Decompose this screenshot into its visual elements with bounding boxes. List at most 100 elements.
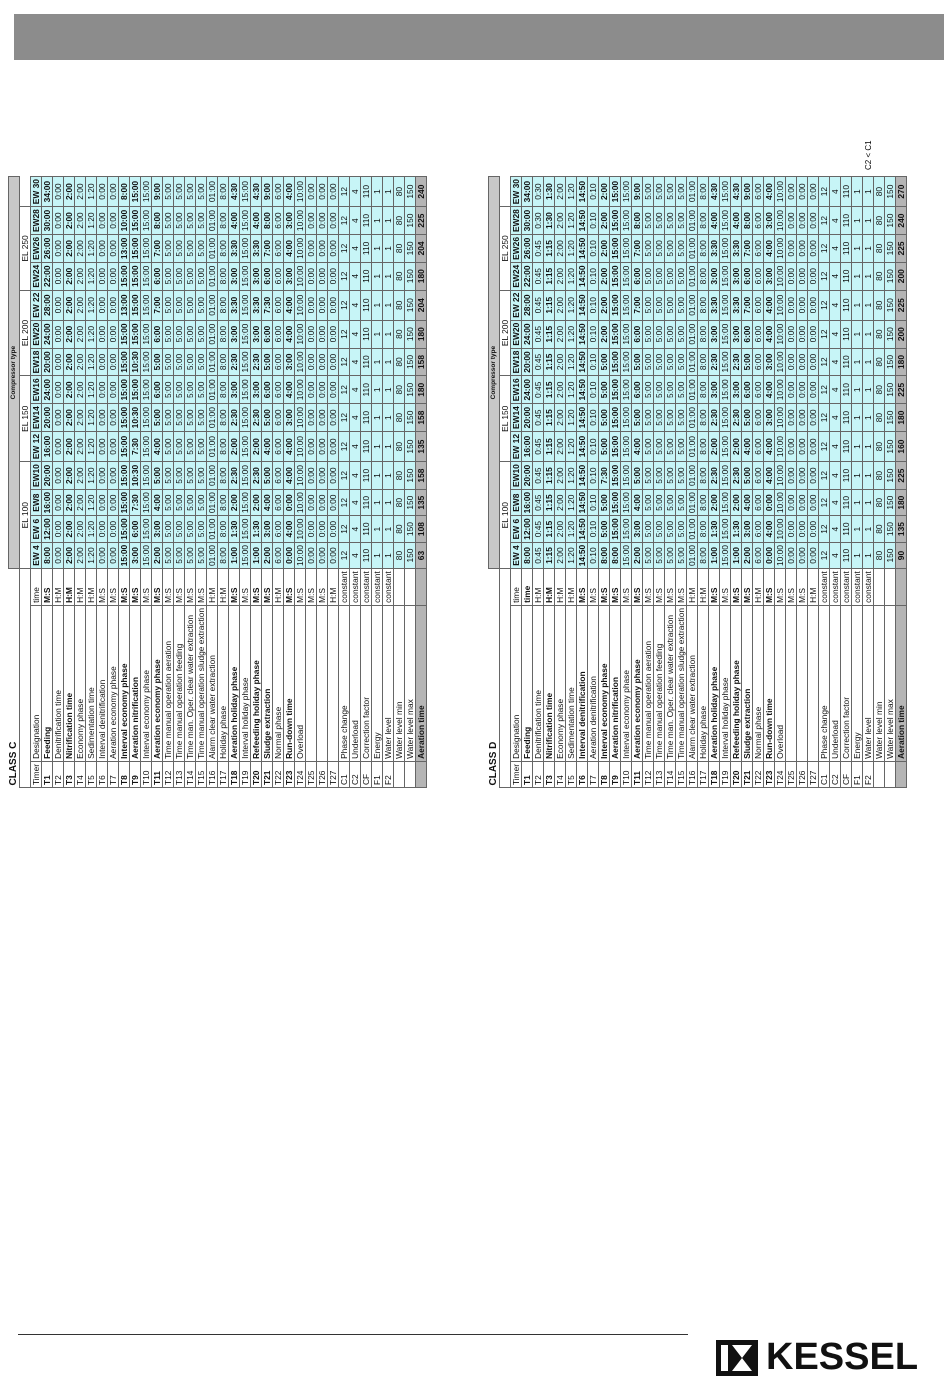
value-cell: 3:00 — [283, 262, 295, 291]
value-cell: 26:00 — [41, 234, 53, 263]
unit-cell: M:S — [250, 568, 262, 606]
value-cell: 28:00 — [521, 290, 533, 321]
value-cell: 6:00 — [752, 234, 764, 263]
value-cell: 1 — [851, 262, 863, 291]
value-cell: 1:00 — [708, 542, 720, 569]
value-cell: 5:00 — [184, 403, 196, 432]
value-cell: 0:00 — [807, 489, 819, 516]
value-cell: 2:30 — [730, 461, 742, 490]
value-cell: 2:00 — [554, 375, 566, 404]
designation-header: Designation — [30, 605, 42, 762]
value-cell: 5:00 — [653, 176, 665, 207]
value-cell: 110 — [360, 320, 372, 349]
table-row: F1 Energy constant 1 1 1 1 1 1 1 1 1 1 1 1 1 1 — [371, 176, 383, 788]
group-header: EL 250 — [499, 206, 511, 291]
designation-cell: Run-down time — [763, 605, 775, 762]
value-cell: 1:20 — [565, 489, 577, 516]
value-cell: 110 — [840, 262, 852, 291]
table-row: Water level max 150 150 150 150 150 150 150 150 1… — [884, 176, 896, 788]
value-cell: 1:00 — [250, 542, 262, 569]
value-cell: 15:00 — [609, 262, 621, 291]
value-cell: 5:00 — [173, 542, 185, 569]
value-cell: 01:00 — [206, 320, 218, 349]
value-cell: 0:00 — [305, 431, 317, 462]
value-cell: 12 — [818, 515, 830, 543]
table-row: T10 Interval economy phase M:S 15:00 15:00 15… — [620, 176, 632, 788]
value-cell: 1 — [862, 320, 874, 349]
value-cell: 0:00 — [52, 262, 64, 291]
value-cell: 6:00 — [272, 290, 284, 321]
value-cell: 80 — [393, 375, 405, 404]
value-cell: 8:00 — [697, 262, 709, 291]
value-cell: 0:10 — [587, 403, 599, 432]
value-cell: 34:00 — [521, 176, 533, 207]
value-cell: 0:00 — [807, 176, 819, 207]
value-cell: 2:00 — [63, 262, 75, 291]
value-cell: 4 — [349, 515, 361, 543]
value-cell: 0:30 — [532, 176, 544, 207]
designation-cell: Denitrification time — [532, 605, 544, 762]
value-cell: 1:20 — [565, 431, 577, 462]
value-cell: 0:00 — [305, 542, 317, 569]
value-cell: 10:00 — [774, 290, 786, 321]
designation-cell: Refeeding holiday phase — [250, 605, 262, 762]
timer-cell: T14 — [664, 761, 676, 788]
table-row: CF Correction factor constant 110 110 110 110 1… — [840, 176, 852, 788]
value-cell: 14:50 — [576, 262, 588, 291]
value-cell: 4 — [349, 431, 361, 462]
table-row: T11 Aeration economy phase M:S 2:00 3:00 4:00… — [631, 176, 643, 788]
unit-cell: M:S — [620, 568, 632, 606]
value-cell: 14:50 — [576, 461, 588, 490]
value-cell: 3:30 — [228, 234, 240, 263]
unit-cell: H:M — [327, 568, 339, 606]
value-cell: 9:00 — [631, 176, 643, 207]
value-cell: 150 — [884, 234, 896, 263]
value-cell: 5:00 — [642, 348, 654, 376]
value-cell: 3:00 — [261, 515, 273, 543]
value-cell: 5:00 — [162, 262, 174, 291]
value-cell: 8:00 — [697, 375, 709, 404]
value-cell: 4:00 — [283, 320, 295, 349]
value-cell: 10:00 — [294, 320, 306, 349]
value-cell: 12 — [338, 542, 350, 569]
value-cell: 3:00 — [283, 348, 295, 376]
value-cell: 6:00 — [752, 542, 764, 569]
value-cell: 1 — [371, 348, 383, 376]
value-cell: 5:00 — [195, 206, 207, 235]
value-cell: 2:00 — [598, 206, 610, 235]
table-row: T20 Refeeding holiday phase M:S 1:00 1:30 2:0… — [250, 176, 262, 788]
table-row: F2 Water level constant 1 1 1 1 1 1 1 1 1 1 1 1 1 1 — [862, 176, 874, 788]
value-cell: 3:30 — [228, 290, 240, 321]
value-cell: 1:20 — [565, 348, 577, 376]
value-cell: 204 — [415, 234, 427, 263]
value-cell: 5:00 — [642, 320, 654, 349]
value-cell: 10:00 — [294, 206, 306, 235]
value-cell: 5:00 — [184, 320, 196, 349]
timer-cell: T9 — [609, 761, 621, 788]
value-cell: 8:00 — [521, 542, 533, 569]
table-row: T23 Run-down time M:S 0:00 4:00 0:00 4:00 4:00 3… — [763, 176, 775, 788]
value-cell: 1:15 — [543, 375, 555, 404]
value-cell: 1:20 — [565, 234, 577, 263]
designation-cell: Aeration holiday phase — [228, 605, 240, 762]
value-cell: 110 — [360, 262, 372, 291]
footer-divider — [18, 1334, 688, 1335]
designation-cell: Holiday phase — [697, 605, 709, 762]
value-cell: 270 — [895, 176, 907, 207]
value-cell: 5:00 — [151, 461, 163, 490]
value-cell: 4 — [349, 542, 361, 569]
timer-cell: F2 — [382, 761, 394, 788]
value-cell: 4 — [349, 290, 361, 321]
timer-cell: T5 — [85, 761, 97, 788]
value-cell: 110 — [360, 234, 372, 263]
value-cell: 6:00 — [741, 375, 753, 404]
value-cell: 0:00 — [785, 515, 797, 543]
value-cell: 2:00 — [74, 348, 86, 376]
value-cell: 6:00 — [129, 515, 141, 543]
value-cell: 2:30 — [250, 403, 262, 432]
designation-cell: Normal phase — [272, 605, 284, 762]
value-cell: 0:00 — [305, 176, 317, 207]
value-cell: 0:00 — [763, 489, 775, 516]
value-cell: 8:00 — [697, 489, 709, 516]
value-cell: 1:15 — [543, 403, 555, 432]
